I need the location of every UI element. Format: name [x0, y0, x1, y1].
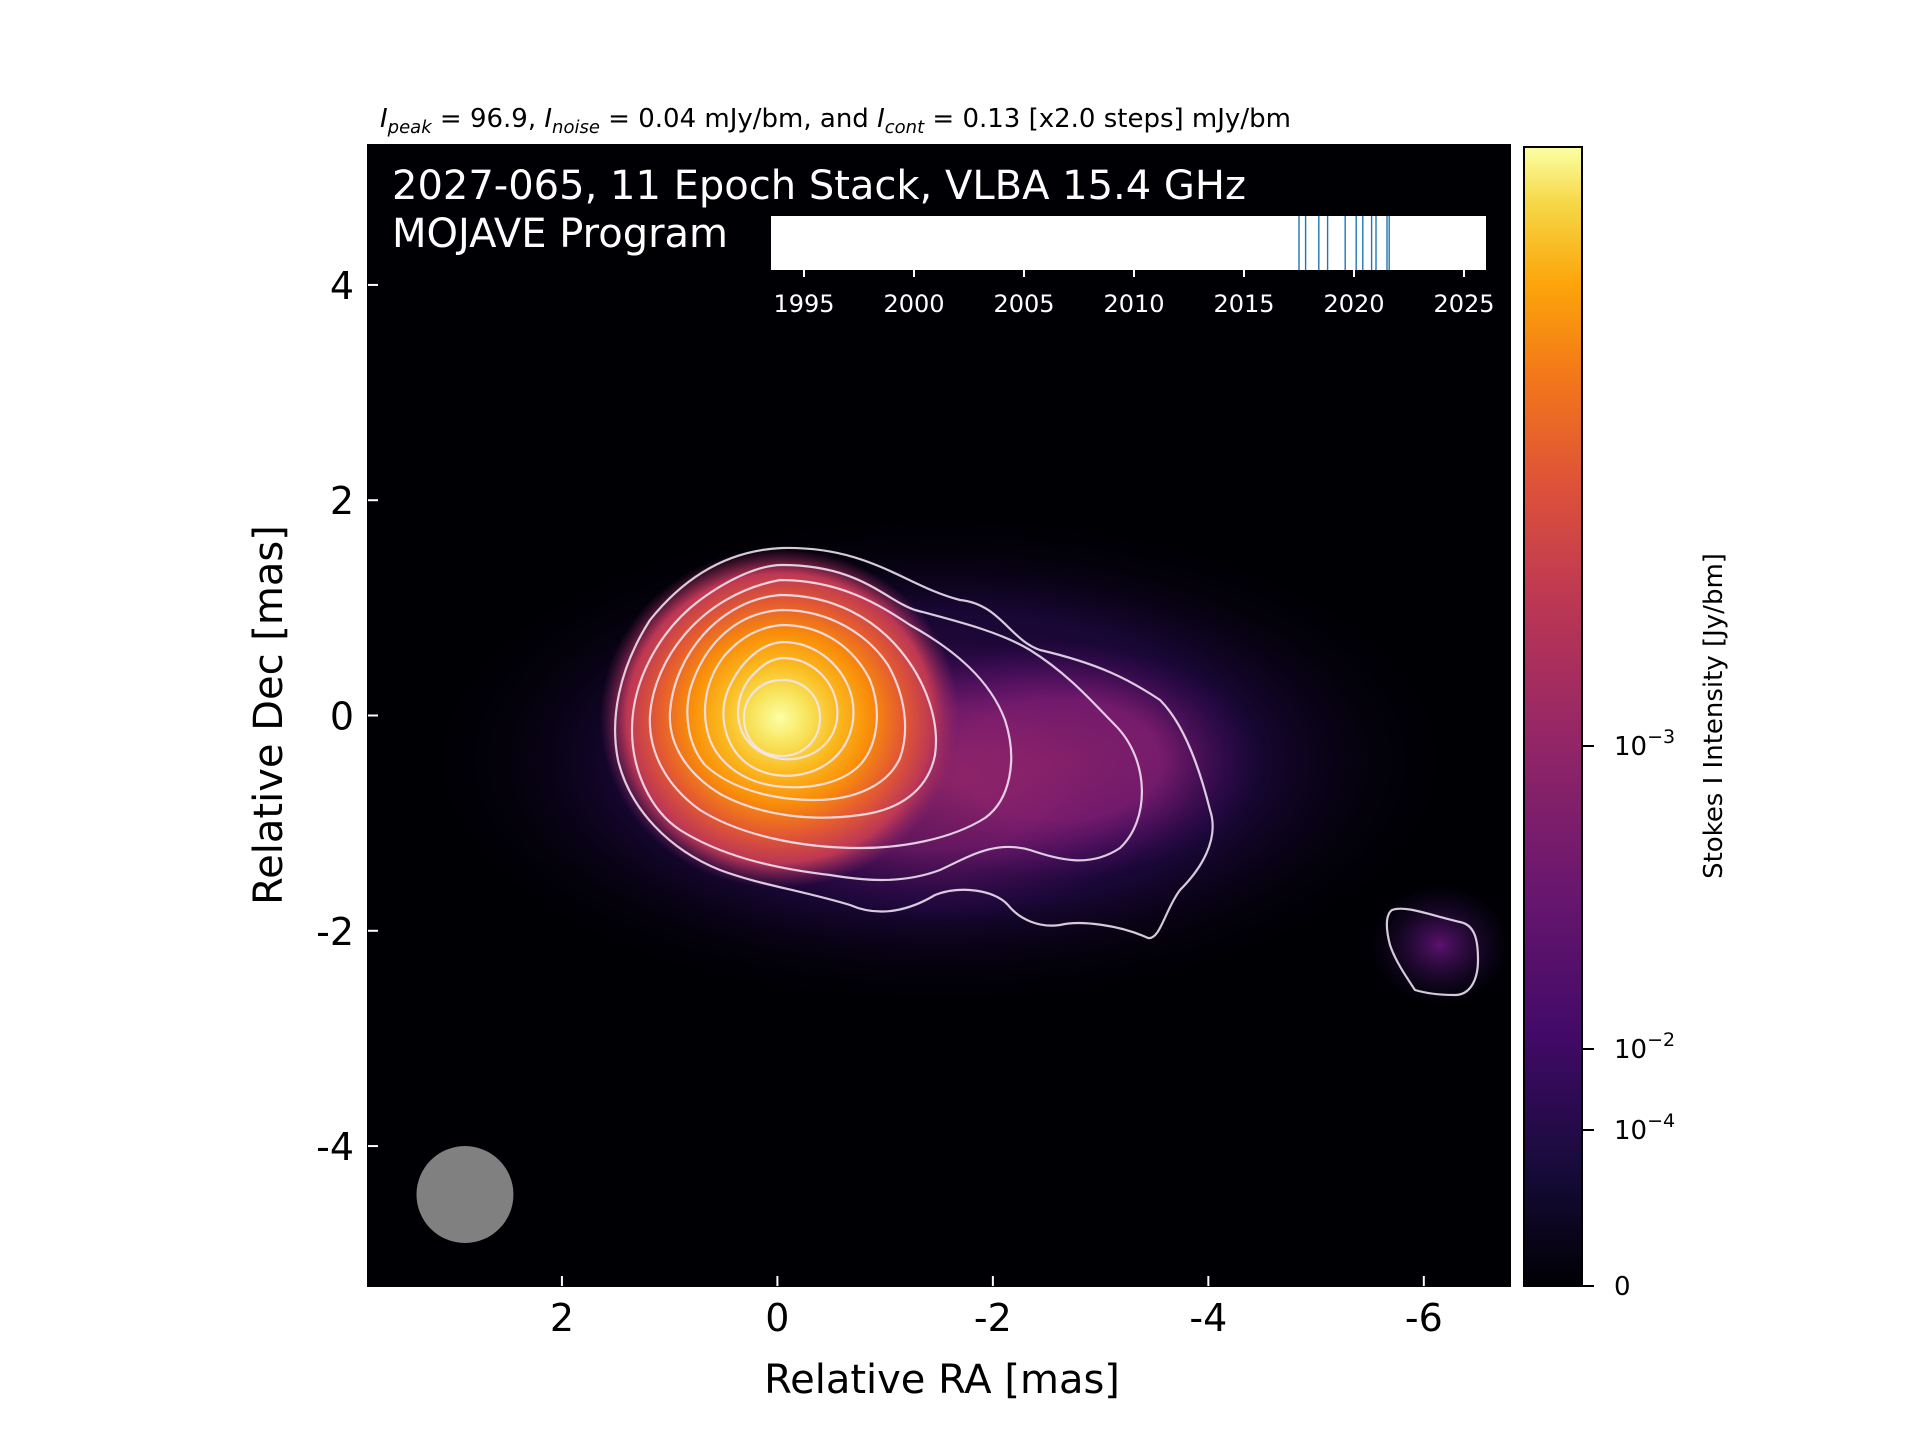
timeline-tick-label: 2015	[1213, 290, 1274, 318]
chart-title: 2027-065, 11 Epoch Stack, VLBA 15.4 GHz	[392, 163, 1246, 209]
emission-layer	[416, 510, 1510, 1243]
colorbar: 10−210−310−40 Stokes I Intensity [Jy/bm]	[1523, 146, 1729, 1302]
y-tick-label: 0	[330, 695, 354, 739]
contour-level-9	[742, 678, 822, 758]
contour-set	[614, 546, 1480, 997]
x-axis-label: Relative RA [mas]	[764, 1357, 1120, 1403]
epoch-timeline: 1995 2000 2005 2010 2015 2020 2025	[771, 216, 1495, 318]
colorbar-gradient	[1523, 146, 1583, 1287]
colorbar-tick-exponent: −3	[1647, 726, 1675, 748]
timeline-tick-label: 1995	[773, 290, 834, 318]
colorbar-tick-label: 10−2	[1614, 1029, 1675, 1065]
colorbar-tick-base: 10	[1614, 1116, 1647, 1146]
y-tick-label: 2	[330, 479, 354, 523]
timeline-tick-label: 2025	[1433, 290, 1494, 318]
contour-level-2	[630, 563, 1143, 882]
colorbar-tick-base: 10	[1614, 1035, 1647, 1065]
intensity-image	[367, 144, 1511, 1287]
contour-level-6	[703, 623, 878, 789]
contour-level-3	[648, 578, 1013, 850]
x-tick-label: -6	[1405, 1296, 1443, 1340]
colorbar-tick-exponent: −2	[1647, 1029, 1675, 1051]
colorbar-tick-label: 10−3	[1614, 726, 1675, 762]
colorbar-label: Stokes I Intensity [Jy/bm]	[1699, 553, 1729, 879]
y-axis-ticks: 4 2 0 -2 -4	[316, 264, 378, 1169]
y-tick-label: -4	[316, 1125, 354, 1169]
y-axis-label: Relative Dec [mas]	[246, 525, 292, 905]
colorbar-tick-label: 0	[1614, 1272, 1631, 1302]
y-tick-label: 4	[330, 264, 354, 308]
chart-subtitle: MOJAVE Program	[392, 211, 728, 257]
epoch-lines	[1298, 216, 1390, 270]
timeline-tick-label: 2010	[1103, 290, 1164, 318]
timeline-box	[771, 216, 1486, 270]
image-stats-header: Ipeak = 96.9, Inoise = 0.04 mJy/bm, and …	[380, 104, 1291, 138]
timeline-tick-label: 2000	[883, 290, 944, 318]
contour-level-4	[668, 593, 937, 819]
timeline-tick-label: 2005	[993, 290, 1054, 318]
contour-level-8	[737, 656, 839, 761]
x-axis-ticks: 2 0 -2 -4 -6	[550, 1276, 1443, 1340]
y-tick-label: -2	[316, 910, 354, 954]
contour-level-1	[614, 546, 1214, 940]
core-emission	[600, 548, 960, 888]
colorbar-tick-exponent: −4	[1647, 1110, 1675, 1132]
beam-ellipse	[416, 1146, 514, 1243]
x-tick-label: -2	[974, 1296, 1012, 1340]
x-tick-label: 2	[550, 1296, 574, 1340]
x-tick-label: 0	[765, 1296, 789, 1340]
colorbar-ticks: 10−210−310−40	[1582, 726, 1675, 1302]
timeline-ticks: 1995 2000 2005 2010 2015 2020 2025	[773, 270, 1495, 318]
contour-knot	[1385, 907, 1480, 997]
x-tick-label: -4	[1189, 1296, 1227, 1340]
contour-level-7	[722, 640, 855, 777]
contour-level-5	[686, 608, 907, 802]
timeline-tick-label: 2020	[1323, 290, 1384, 318]
colorbar-tick-base: 10	[1614, 732, 1647, 762]
colorbar-tick-label: 10−4	[1614, 1110, 1675, 1146]
colorbar-tick-base: 0	[1614, 1272, 1631, 1302]
